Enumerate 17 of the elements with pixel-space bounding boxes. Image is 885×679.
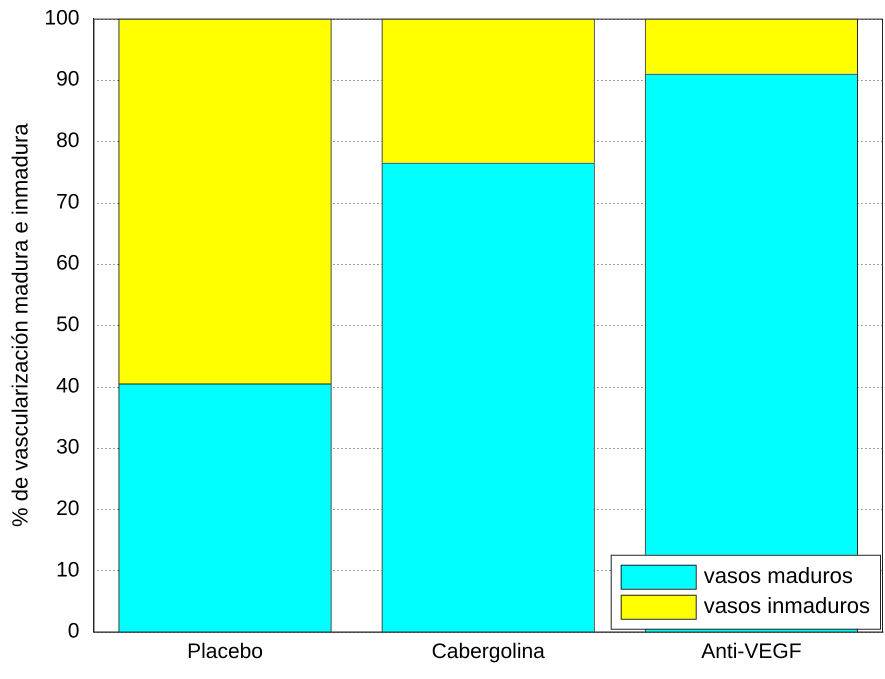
y-tick-label: 70: [56, 190, 80, 214]
y-tick-label: 40: [56, 374, 80, 398]
y-tick-label: 0: [68, 620, 80, 643]
legend-label: vasos maduros: [704, 562, 853, 588]
y-tick-label: 100: [44, 6, 80, 30]
y-tick-label: 60: [56, 252, 80, 275]
y-tick-label: 80: [56, 129, 80, 152]
legend-label: vasos inmaduros: [704, 592, 870, 618]
x-tick-label: Placebo: [187, 640, 263, 664]
y-tick-label: 50: [56, 312, 80, 336]
y-tick-label: 10: [56, 558, 80, 582]
x-tick-label: Anti-VEGF: [701, 640, 802, 664]
x-tick-label: Cabergolina: [432, 640, 546, 664]
y-tick-label: 90: [56, 68, 80, 91]
y-tick-label: 20: [56, 496, 80, 520]
y-tick-label: 30: [56, 436, 80, 459]
y-axis-title: % de vascularización madura e inmadura: [7, 122, 32, 527]
